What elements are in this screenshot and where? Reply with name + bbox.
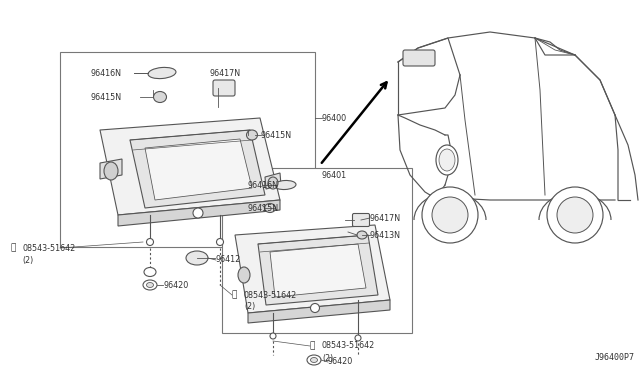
Polygon shape bbox=[100, 118, 280, 215]
Text: (2): (2) bbox=[22, 256, 33, 264]
Text: 96420: 96420 bbox=[328, 357, 353, 366]
Ellipse shape bbox=[238, 267, 250, 283]
FancyBboxPatch shape bbox=[353, 214, 369, 227]
FancyBboxPatch shape bbox=[60, 52, 315, 247]
Text: 96401: 96401 bbox=[322, 170, 347, 180]
Ellipse shape bbox=[357, 231, 367, 239]
Circle shape bbox=[432, 197, 468, 233]
Ellipse shape bbox=[310, 357, 317, 362]
Text: 96412: 96412 bbox=[216, 256, 241, 264]
Text: 96413N: 96413N bbox=[370, 231, 401, 240]
Polygon shape bbox=[118, 200, 280, 226]
Polygon shape bbox=[248, 300, 390, 323]
Text: (2): (2) bbox=[322, 353, 333, 362]
Ellipse shape bbox=[310, 304, 319, 312]
Ellipse shape bbox=[147, 282, 154, 288]
Text: Ⓢ: Ⓢ bbox=[232, 291, 237, 299]
Circle shape bbox=[547, 187, 603, 243]
Ellipse shape bbox=[148, 67, 176, 78]
Circle shape bbox=[422, 187, 478, 243]
Ellipse shape bbox=[268, 177, 278, 189]
Ellipse shape bbox=[186, 251, 208, 265]
Text: 08543-51642: 08543-51642 bbox=[244, 291, 297, 299]
Ellipse shape bbox=[270, 333, 276, 339]
Text: 08543-51642: 08543-51642 bbox=[22, 244, 76, 253]
Text: 96415N: 96415N bbox=[261, 131, 292, 140]
Ellipse shape bbox=[216, 238, 223, 246]
Polygon shape bbox=[270, 244, 366, 297]
Ellipse shape bbox=[246, 130, 257, 140]
Text: 96417N: 96417N bbox=[210, 68, 241, 77]
Text: 96417N: 96417N bbox=[370, 214, 401, 222]
Ellipse shape bbox=[147, 238, 154, 246]
Ellipse shape bbox=[307, 355, 321, 365]
FancyBboxPatch shape bbox=[403, 50, 435, 66]
Text: 96415N: 96415N bbox=[248, 203, 279, 212]
Text: J96400P7: J96400P7 bbox=[595, 353, 635, 362]
Ellipse shape bbox=[104, 162, 118, 180]
Circle shape bbox=[557, 197, 593, 233]
Ellipse shape bbox=[355, 335, 361, 341]
Text: 96416N: 96416N bbox=[90, 68, 121, 77]
Polygon shape bbox=[130, 130, 265, 208]
FancyBboxPatch shape bbox=[222, 168, 412, 333]
Polygon shape bbox=[258, 235, 378, 305]
Ellipse shape bbox=[193, 208, 203, 218]
Ellipse shape bbox=[154, 92, 166, 103]
Text: Ⓢ: Ⓢ bbox=[10, 244, 15, 253]
Text: (2): (2) bbox=[244, 302, 255, 311]
Text: 96420: 96420 bbox=[163, 280, 188, 289]
Ellipse shape bbox=[264, 203, 275, 212]
FancyBboxPatch shape bbox=[213, 80, 235, 96]
Ellipse shape bbox=[436, 145, 458, 175]
Polygon shape bbox=[100, 159, 122, 179]
Ellipse shape bbox=[144, 267, 156, 276]
Polygon shape bbox=[265, 173, 281, 189]
Ellipse shape bbox=[439, 149, 455, 171]
Text: 96400: 96400 bbox=[322, 113, 347, 122]
Polygon shape bbox=[235, 225, 390, 313]
Text: 08543-51642: 08543-51642 bbox=[322, 341, 375, 350]
Text: Ⓢ: Ⓢ bbox=[310, 341, 316, 350]
Ellipse shape bbox=[274, 180, 296, 189]
Text: 96416N: 96416N bbox=[248, 180, 279, 189]
Polygon shape bbox=[145, 139, 252, 200]
Ellipse shape bbox=[143, 280, 157, 290]
Text: 96415N: 96415N bbox=[90, 93, 121, 102]
